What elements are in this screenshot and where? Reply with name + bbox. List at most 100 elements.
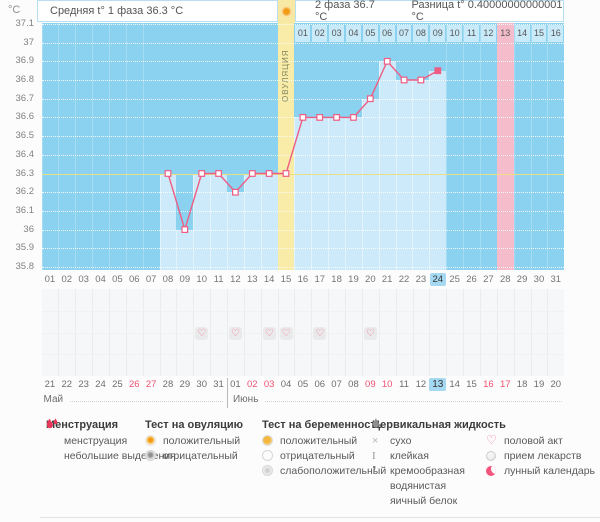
cycle-day-label[interactable]: 23 <box>415 273 427 285</box>
cycle-day-label[interactable]: 21 <box>381 273 393 285</box>
calendar-date-label[interactable]: 29 <box>179 378 191 390</box>
temperature-day-column[interactable] <box>412 80 430 270</box>
temperature-day-column[interactable] <box>159 173 177 270</box>
empty-day-column[interactable] <box>108 23 110 270</box>
empty-day-column[interactable] <box>92 23 94 270</box>
calendar-date-label[interactable]: 19 <box>533 378 545 390</box>
calendar-date-label[interactable]: 03 <box>263 378 275 390</box>
calendar-date-label[interactable]: 14 <box>449 378 460 390</box>
expected-period-column[interactable] <box>496 23 514 270</box>
temperature-day-column[interactable] <box>361 98 379 270</box>
calendar-date-label[interactable]: 02 <box>246 378 258 390</box>
calendar-date-label[interactable]: 13 <box>429 377 447 391</box>
temperature-day-column[interactable] <box>311 117 329 270</box>
cycle-day-label[interactable]: 29 <box>516 273 528 285</box>
empty-day-column[interactable] <box>479 23 481 270</box>
cycle-day-label[interactable]: 03 <box>78 273 89 285</box>
intercourse-cell[interactable]: ♡ <box>228 327 242 340</box>
intercourse-cell[interactable]: ♡ <box>262 327 276 340</box>
cycle-day-label[interactable]: 02 <box>61 273 73 285</box>
temperature-day-column[interactable] <box>294 117 312 270</box>
temperature-day-column[interactable] <box>260 173 278 270</box>
cycle-day-label[interactable]: 07 <box>145 273 157 285</box>
calendar-date-label[interactable]: 30 <box>196 378 207 390</box>
calendar-date-label[interactable]: 01 <box>230 378 241 390</box>
calendar-date-label[interactable]: 24 <box>95 378 106 390</box>
cycle-day-label[interactable]: 01 <box>44 273 56 285</box>
cycle-day-label[interactable]: 19 <box>348 273 359 285</box>
calendar-date-label[interactable]: 27 <box>145 378 157 390</box>
intercourse-cell[interactable]: ♡ <box>279 327 293 340</box>
cycle-day-label[interactable]: 20 <box>365 273 376 285</box>
calendar-date-label[interactable]: 04 <box>280 378 292 390</box>
calendar-date-label[interactable]: 05 <box>297 378 309 390</box>
legend-group: Тест на беременность положительный отрицат… <box>262 418 386 478</box>
temperature-day-column[interactable] <box>243 173 261 270</box>
intercourse-cell[interactable]: ♡ <box>195 327 209 340</box>
cycle-day-label[interactable]: 28 <box>499 273 511 285</box>
cycle-day-label[interactable]: 11 <box>213 273 224 285</box>
temperature-day-column[interactable] <box>345 117 362 270</box>
calendar-date-label[interactable]: 09 <box>365 378 376 390</box>
calendar-date-label[interactable]: 11 <box>399 378 409 390</box>
temperature-day-column[interactable] <box>226 192 244 270</box>
cycle-day-label[interactable]: 10 <box>196 273 207 285</box>
cycle-day-label[interactable]: 22 <box>398 273 410 285</box>
cycle-day-label[interactable]: 30 <box>533 273 545 285</box>
cycle-day-label[interactable]: 08 <box>162 273 174 285</box>
temperature-day-column[interactable] <box>210 173 227 270</box>
calendar-date-label[interactable]: 25 <box>112 378 123 390</box>
calendar-date-label[interactable]: 16 <box>483 378 494 390</box>
calendar-date-label[interactable]: 28 <box>162 378 174 390</box>
empty-day-column[interactable] <box>547 23 549 270</box>
cycle-day-label[interactable]: 12 <box>230 273 241 285</box>
calendar-date-label[interactable]: 08 <box>348 378 359 390</box>
cycle-day-label[interactable]: 24 <box>429 272 446 286</box>
empty-day-column[interactable] <box>58 23 60 270</box>
cycle-day-label[interactable]: 09 <box>179 273 191 285</box>
empty-day-column[interactable] <box>41 23 43 270</box>
intercourse-cell[interactable]: ♡ <box>313 327 327 340</box>
cycle-day-label[interactable]: 26 <box>466 273 477 285</box>
calendar-date-label[interactable]: 15 <box>466 378 477 390</box>
calendar-date-label[interactable]: 18 <box>516 378 528 390</box>
temperature-day-column[interactable] <box>193 173 211 270</box>
empty-day-column[interactable] <box>142 23 144 270</box>
calendar-date-label[interactable]: 06 <box>314 378 326 390</box>
cycle-day-label[interactable]: 06 <box>128 273 140 285</box>
empty-day-column[interactable] <box>513 23 515 270</box>
cycle-day-label[interactable]: 04 <box>95 273 106 285</box>
temperature-day-column[interactable] <box>429 70 447 270</box>
cycle-day-label[interactable]: 25 <box>449 273 460 285</box>
cycle-day-label[interactable]: 17 <box>314 273 326 285</box>
temperature-day-column[interactable] <box>328 117 346 270</box>
empty-day-column[interactable] <box>75 23 77 270</box>
empty-day-column[interactable] <box>463 23 465 270</box>
cycle-day-label[interactable]: 18 <box>331 273 342 285</box>
calendar-date-label[interactable]: 26 <box>128 378 140 390</box>
calendar-date-label[interactable]: 22 <box>61 378 73 390</box>
cycle-day-label[interactable]: 15 <box>280 273 292 285</box>
temperature-day-column[interactable] <box>176 229 194 270</box>
calendar-date-label[interactable]: 20 <box>550 378 562 390</box>
calendar-date-label[interactable]: 17 <box>499 378 511 390</box>
calendar-date-label[interactable]: 07 <box>331 378 342 390</box>
empty-day-column[interactable] <box>446 23 448 270</box>
temperature-day-column[interactable] <box>395 80 413 270</box>
calendar-date-label[interactable]: 23 <box>78 378 89 390</box>
cycle-day-label[interactable]: 14 <box>263 273 275 285</box>
calendar-date-label[interactable]: 12 <box>415 378 427 390</box>
temperature-day-column[interactable] <box>378 61 396 270</box>
cycle-day-label[interactable]: 13 <box>246 273 258 285</box>
cycle-day-label[interactable]: 27 <box>483 273 494 285</box>
empty-day-column[interactable] <box>125 23 127 270</box>
cycle-day-label[interactable]: 05 <box>112 273 123 285</box>
cycle-day-label[interactable]: 31 <box>550 273 562 285</box>
cycle-day-label[interactable]: 16 <box>297 273 309 285</box>
phase-difference-text: Разница t° 0.40000000000001 °C <box>411 0 563 23</box>
calendar-date-label[interactable]: 10 <box>381 378 393 390</box>
empty-day-column[interactable] <box>530 23 532 270</box>
intercourse-cell[interactable]: ♡ <box>363 327 377 340</box>
calendar-date-label[interactable]: 31 <box>213 378 224 390</box>
calendar-date-label[interactable]: 21 <box>44 378 56 390</box>
